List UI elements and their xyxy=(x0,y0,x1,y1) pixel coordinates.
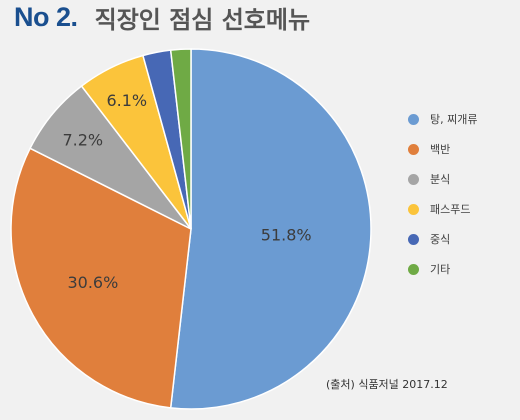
legend-label: 중식 xyxy=(430,233,451,246)
legend-label: 기타 xyxy=(430,263,451,276)
legend-swatch xyxy=(408,113,419,125)
slice-value-label: 51.8% xyxy=(261,225,312,244)
legend-swatch xyxy=(408,203,419,215)
slice-value-label: 6.1% xyxy=(106,91,147,110)
legend-label: 패스푸드 xyxy=(430,203,471,216)
legend-item: 기타 xyxy=(408,254,518,284)
legend-item: 중식 xyxy=(408,224,518,254)
legend-swatch xyxy=(408,263,419,275)
legend-item: 패스푸드 xyxy=(408,194,518,224)
legend-label: 탕, 찌개류 xyxy=(430,113,478,126)
source-note: (출처) 식품저널 2017.12 xyxy=(326,378,448,391)
pie-slice xyxy=(169,48,372,410)
slice-value-label: 30.6% xyxy=(67,273,118,292)
legend-swatch xyxy=(408,173,419,185)
legend-item: 분식 xyxy=(408,164,518,194)
legend-label: 분식 xyxy=(430,173,451,186)
legend-item: 탕, 찌개류 xyxy=(408,104,518,134)
legend-item: 백반 xyxy=(408,134,518,164)
chart-header: No 2. 직장인 점심 선호메뉴 xyxy=(14,0,310,38)
pie-slice xyxy=(10,147,192,409)
pie-slice xyxy=(169,48,192,230)
rank-badge: No 2. xyxy=(14,2,78,32)
slice-value-label: 7.2% xyxy=(62,131,103,150)
chart-title: 직장인 점심 선호메뉴 xyxy=(94,6,311,34)
legend-label: 백반 xyxy=(430,143,451,156)
legend-swatch xyxy=(408,143,419,155)
legend-swatch xyxy=(408,233,419,245)
